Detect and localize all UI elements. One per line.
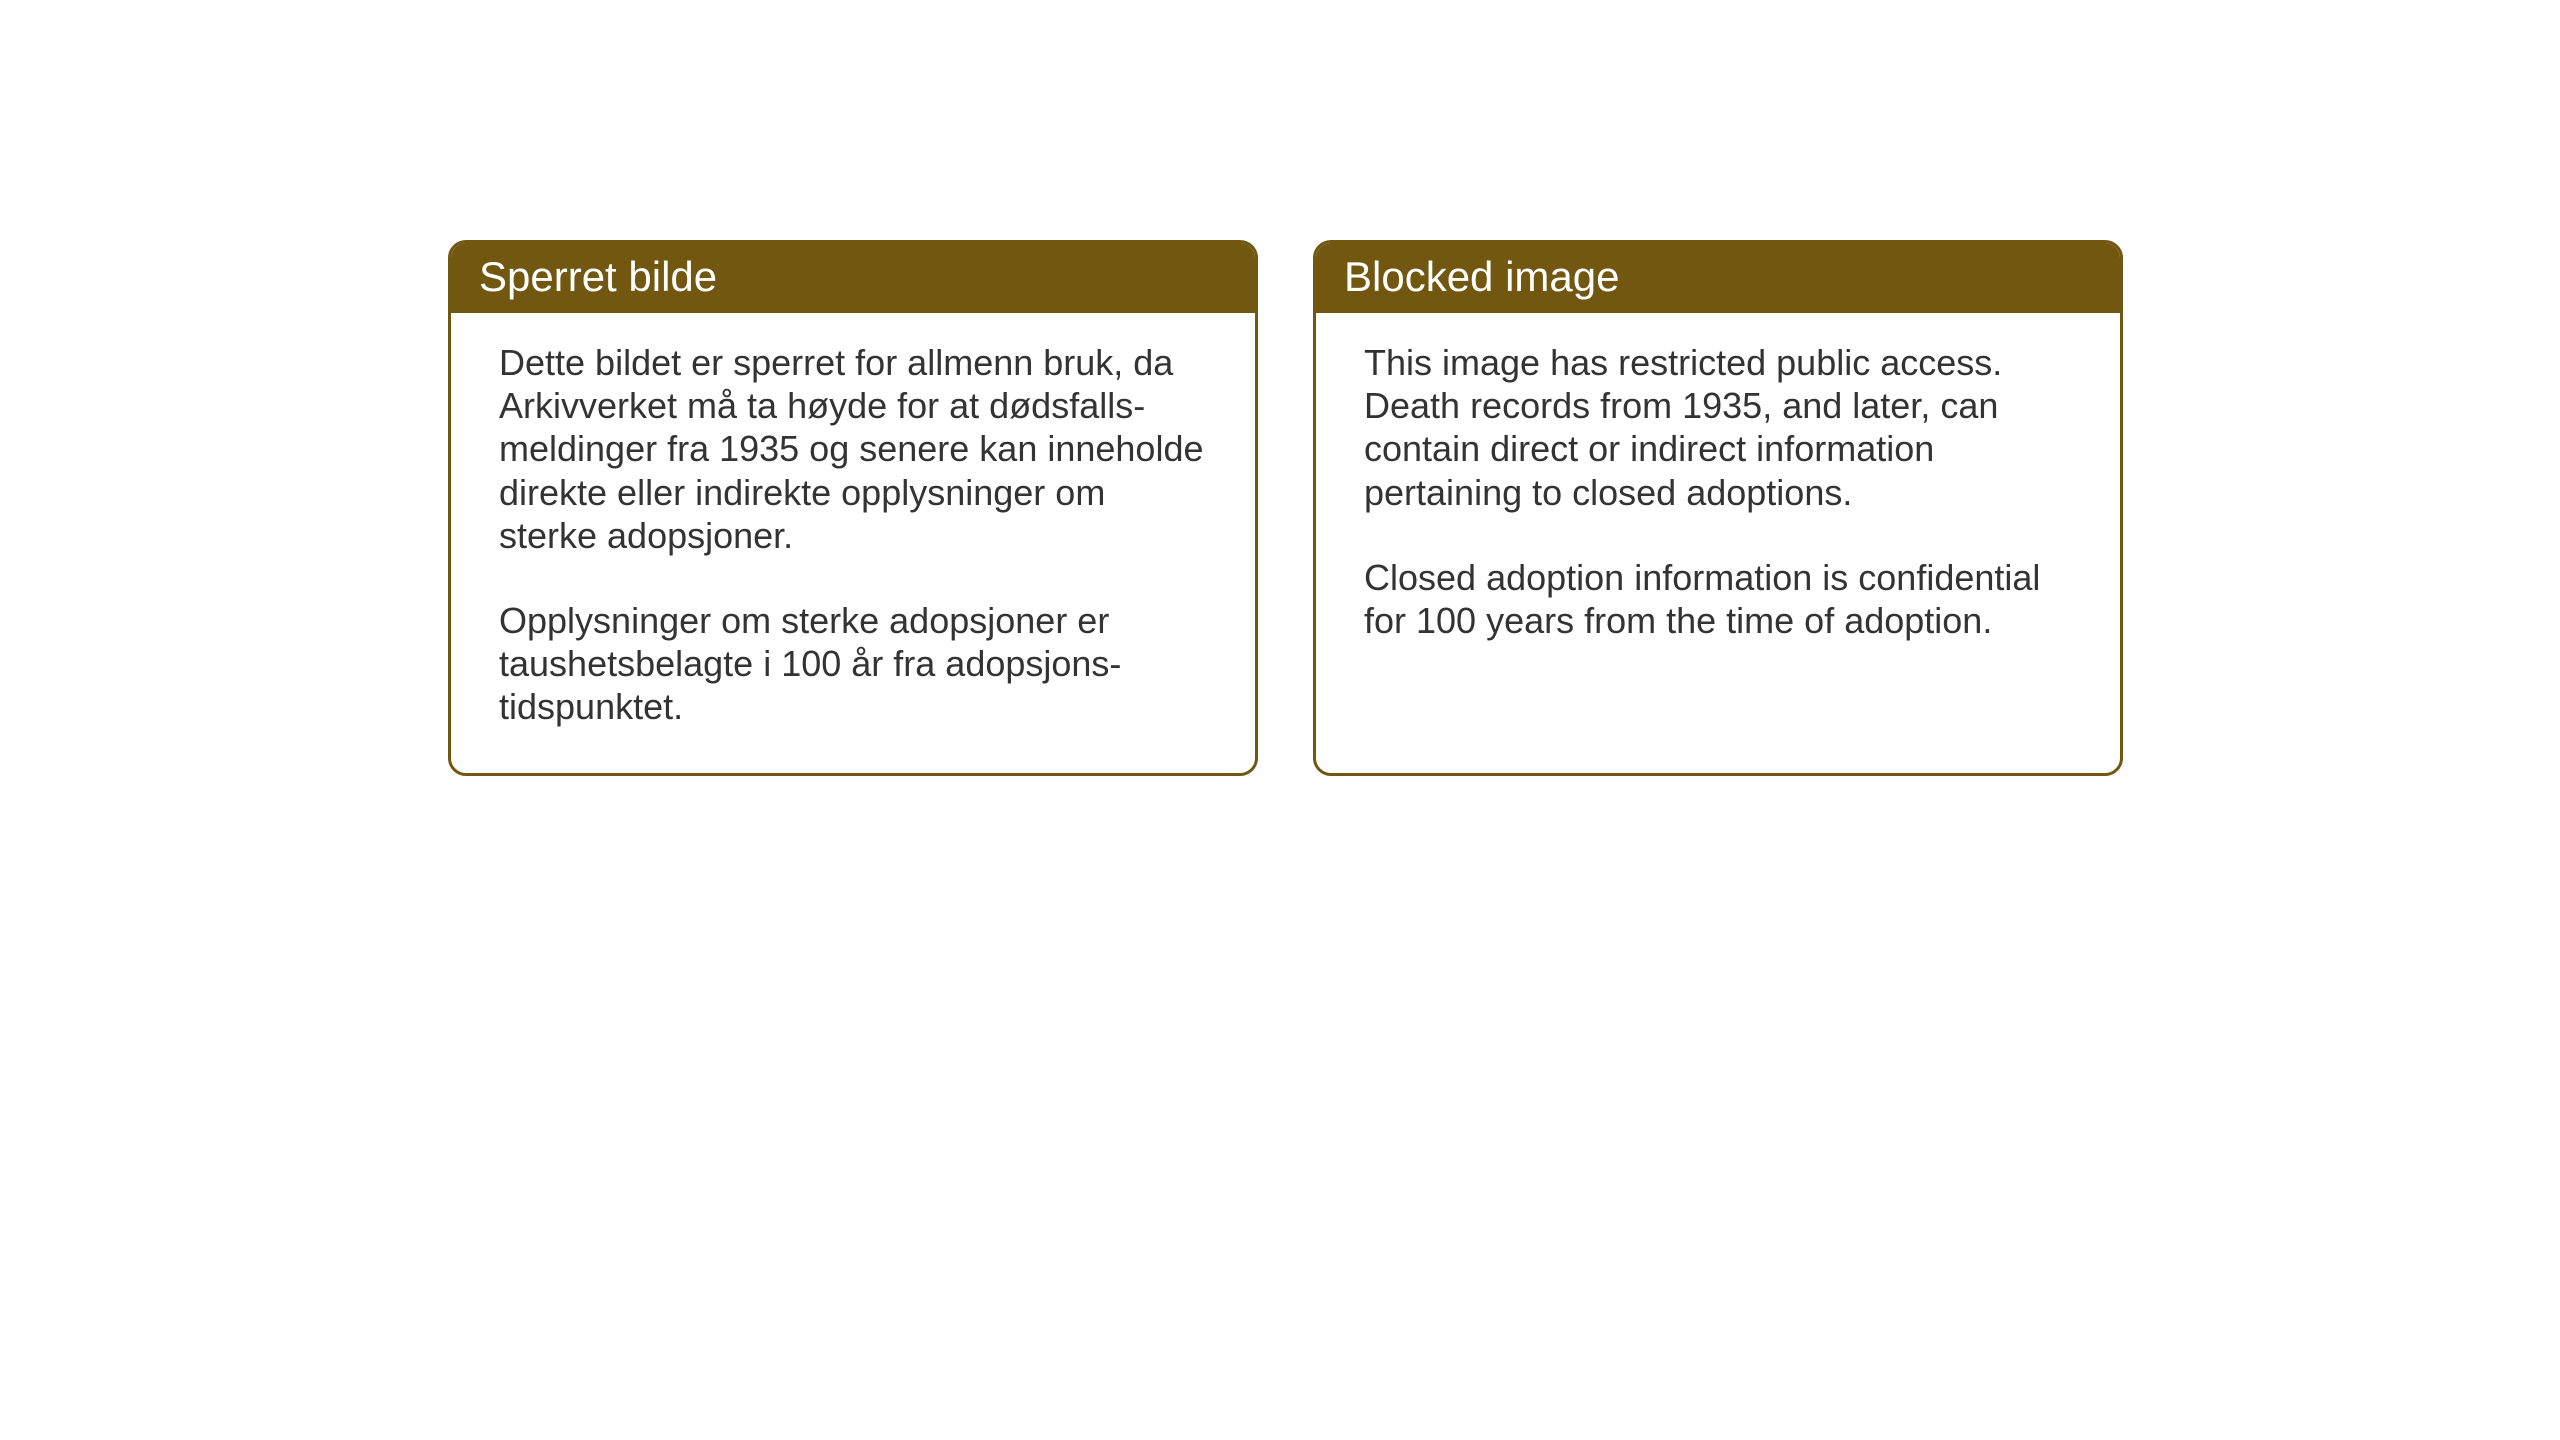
card-paragraph-2-norwegian: Opplysninger om sterke adopsjoner er tau… xyxy=(499,599,1207,729)
card-body-norwegian: Dette bildet er sperret for allmenn bruk… xyxy=(451,313,1255,773)
info-card-english: Blocked image This image has restricted … xyxy=(1313,240,2123,776)
card-header-english: Blocked image xyxy=(1316,243,2120,313)
info-cards-container: Sperret bilde Dette bildet er sperret fo… xyxy=(448,240,2123,776)
card-paragraph-2-english: Closed adoption information is confident… xyxy=(1364,556,2072,642)
card-body-english: This image has restricted public access.… xyxy=(1316,313,2120,686)
card-paragraph-1-english: This image has restricted public access.… xyxy=(1364,341,2072,514)
card-paragraph-1-norwegian: Dette bildet er sperret for allmenn bruk… xyxy=(499,341,1207,557)
info-card-norwegian: Sperret bilde Dette bildet er sperret fo… xyxy=(448,240,1258,776)
card-header-norwegian: Sperret bilde xyxy=(451,243,1255,313)
